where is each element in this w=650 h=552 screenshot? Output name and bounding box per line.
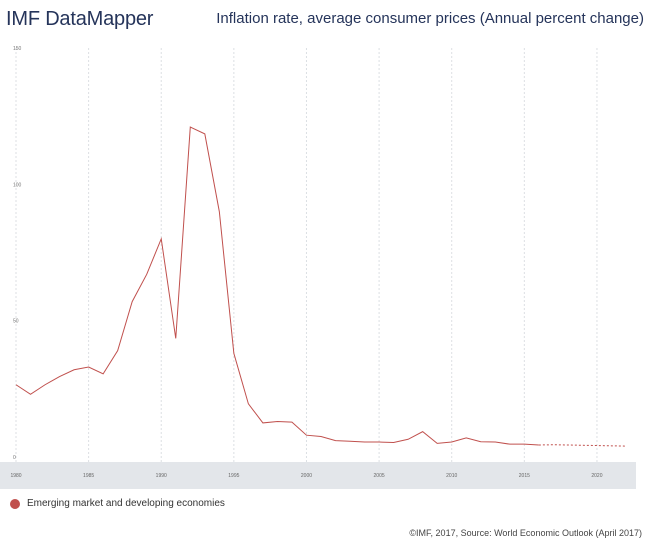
inflation-chart: 0 50 100 150 1980 1985 1990 1995 2000 2005 2010 20… <box>0 46 636 489</box>
x-tick-label: 1995 <box>228 473 239 479</box>
y-tick-label: 150 <box>13 46 22 52</box>
y-tick-label: 100 <box>13 182 22 188</box>
y-tick-label: 0 <box>13 455 16 461</box>
chart-title: Inflation rate, average consumer prices … <box>216 10 644 27</box>
legend-item[interactable]: Emerging market and developing economies <box>10 498 225 509</box>
series-lines <box>15 126 627 447</box>
source-credit: ©IMF, 2017, Source: World Economic Outlo… <box>409 528 642 538</box>
x-tick-label: 1985 <box>83 473 94 479</box>
app-title: IMF DataMapper <box>6 8 154 30</box>
x-axis-ticks: 1980 1985 1990 1995 2000 2005 2010 2015 2020 <box>10 473 602 479</box>
x-tick-label: 2010 <box>446 473 457 479</box>
x-tick-label: 2015 <box>519 473 530 479</box>
legend-label: Emerging market and developing economies <box>27 498 225 509</box>
legend-swatch-icon <box>10 498 20 509</box>
series-line <box>15 126 539 446</box>
y-axis-ticks: 0 50 100 150 <box>13 46 22 461</box>
x-axis-band <box>0 462 636 489</box>
series-line-projection <box>538 444 627 447</box>
y-tick-label: 50 <box>13 319 19 325</box>
x-tick-label: 2000 <box>301 473 312 479</box>
x-tick-label: 1990 <box>156 473 167 479</box>
chart-grid <box>15 48 598 462</box>
x-tick-label: 2005 <box>374 473 385 479</box>
x-tick-label: 2020 <box>591 473 602 479</box>
x-tick-label: 1980 <box>10 473 21 479</box>
